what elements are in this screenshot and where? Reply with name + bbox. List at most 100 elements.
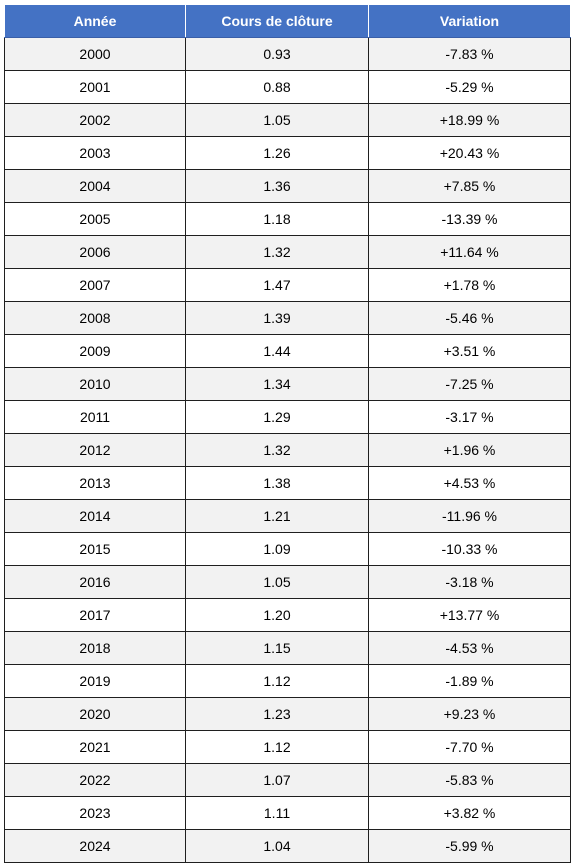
cell-variation: -11.96 % [368,499,571,533]
table-row: 2012 1.32 +1.96 % [4,433,571,467]
header-closing-price: Cours de clôture [185,4,369,38]
cell-variation: -7.70 % [368,730,571,764]
cell-variation: -7.83 % [368,37,571,71]
cell-year: 2018 [4,631,186,665]
cell-closing-price: 1.39 [185,301,369,335]
cell-year: 2010 [4,367,186,401]
cell-closing-price: 1.47 [185,268,369,302]
cell-closing-price: 0.88 [185,70,369,104]
cell-closing-price: 1.34 [185,367,369,401]
header-year: Année [4,4,186,38]
table-row: 2016 1.05 -3.18 % [4,565,571,599]
cell-variation: +4.53 % [368,466,571,500]
cell-closing-price: 1.12 [185,730,369,764]
table-row: 2004 1.36 +7.85 % [4,169,571,203]
cell-year: 2008 [4,301,186,335]
header-variation: Variation [368,4,571,38]
table-row: 2018 1.15 -4.53 % [4,631,571,665]
cell-year: 2021 [4,730,186,764]
table-row: 2020 1.23 +9.23 % [4,697,571,731]
cell-closing-price: 0.93 [185,37,369,71]
cell-year: 2015 [4,532,186,566]
cell-year: 2001 [4,70,186,104]
cell-closing-price: 1.18 [185,202,369,236]
cell-variation: -7.25 % [368,367,571,401]
cell-variation: +9.23 % [368,697,571,731]
cell-year: 2002 [4,103,186,137]
cell-closing-price: 1.26 [185,136,369,170]
cell-variation: +1.96 % [368,433,571,467]
cell-year: 2014 [4,499,186,533]
cell-year: 2022 [4,763,186,797]
cell-variation: +7.85 % [368,169,571,203]
cell-variation: -4.53 % [368,631,571,665]
cell-year: 2023 [4,796,186,830]
cell-closing-price: 1.44 [185,334,369,368]
table-row: 2013 1.38 +4.53 % [4,466,571,500]
cell-closing-price: 1.32 [185,433,369,467]
cell-closing-price: 1.09 [185,532,369,566]
cell-closing-price: 1.29 [185,400,369,434]
cell-year: 2007 [4,268,186,302]
table-row: 2010 1.34 -7.25 % [4,367,571,401]
cell-closing-price: 1.32 [185,235,369,269]
cell-variation: +20.43 % [368,136,571,170]
table-header: Année Cours de clôture Variation [4,4,571,38]
table-row: 2002 1.05 +18.99 % [4,103,571,137]
table-row: 2015 1.09 -10.33 % [4,532,571,566]
table-row: 2003 1.26 +20.43 % [4,136,571,170]
table-body: 2000 0.93 -7.83 % 2001 0.88 -5.29 % 2002 1.05 +1… [4,37,571,863]
cell-variation: -1.89 % [368,664,571,698]
cell-variation: -10.33 % [368,532,571,566]
cell-year: 2003 [4,136,186,170]
table-row: 2005 1.18 -13.39 % [4,202,571,236]
cell-variation: +1.78 % [368,268,571,302]
table-row: 2017 1.20 +13.77 % [4,598,571,632]
cell-variation: -13.39 % [368,202,571,236]
cell-closing-price: 1.20 [185,598,369,632]
cell-variation: -5.29 % [368,70,571,104]
table-row: 2024 1.04 -5.99 % [4,829,571,863]
cell-variation: -3.17 % [368,400,571,434]
cell-variation: +3.82 % [368,796,571,830]
table-row: 2006 1.32 +11.64 % [4,235,571,269]
table-row: 2023 1.11 +3.82 % [4,796,571,830]
cell-year: 2024 [4,829,186,863]
table-row: 2022 1.07 -5.83 % [4,763,571,797]
table-row: 2011 1.29 -3.17 % [4,400,571,434]
cell-closing-price: 1.07 [185,763,369,797]
table-row: 2008 1.39 -5.46 % [4,301,571,335]
cell-year: 2000 [4,37,186,71]
cell-year: 2019 [4,664,186,698]
cell-variation: +3.51 % [368,334,571,368]
cell-year: 2016 [4,565,186,599]
cell-variation: -5.46 % [368,301,571,335]
table-row: 2007 1.47 +1.78 % [4,268,571,302]
cell-year: 2009 [4,334,186,368]
cell-year: 2006 [4,235,186,269]
cell-closing-price: 1.12 [185,664,369,698]
cell-year: 2004 [4,169,186,203]
cell-variation: +11.64 % [368,235,571,269]
cell-closing-price: 1.05 [185,103,369,137]
cell-closing-price: 1.21 [185,499,369,533]
table-row: 2009 1.44 +3.51 % [4,334,571,368]
cell-closing-price: 1.04 [185,829,369,863]
header-row: Année Cours de clôture Variation [4,4,571,38]
cell-closing-price: 1.36 [185,169,369,203]
table-row: 2021 1.12 -7.70 % [4,730,571,764]
cell-variation: -5.99 % [368,829,571,863]
cell-closing-price: 1.23 [185,697,369,731]
cell-closing-price: 1.15 [185,631,369,665]
cell-variation: -5.83 % [368,763,571,797]
cell-variation: +18.99 % [368,103,571,137]
cell-closing-price: 1.05 [185,565,369,599]
table-row: 2019 1.12 -1.89 % [4,664,571,698]
cell-variation: +13.77 % [368,598,571,632]
table-row: 2001 0.88 -5.29 % [4,70,571,104]
cell-year: 2005 [4,202,186,236]
cell-year: 2011 [4,400,186,434]
table-row: 2000 0.93 -7.83 % [4,37,571,71]
cell-year: 2012 [4,433,186,467]
closing-price-table: Année Cours de clôture Variation 2000 0.9… [4,4,571,863]
